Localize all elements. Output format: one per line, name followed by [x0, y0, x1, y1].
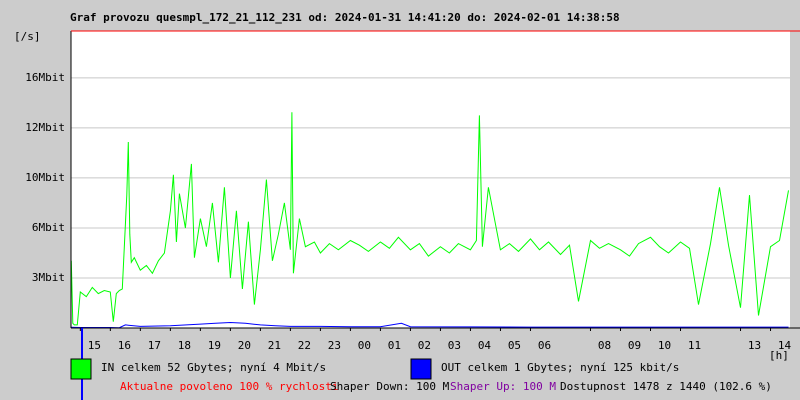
- footer-text: Dostupnost 1478 z 1440 (102.6 %): [560, 380, 772, 393]
- y-tick-label: 16Mbit: [25, 71, 65, 84]
- x-tick-label: 01: [388, 339, 401, 352]
- legend-label: IN celkem 52 Gbytes; nyní 4 Mbit/s: [101, 361, 326, 374]
- x-tick-label: 13: [748, 339, 761, 352]
- x-tick-label: 11: [688, 339, 701, 352]
- footer-text: Aktualne povoleno 100 % rychlosti: [120, 380, 339, 393]
- x-tick-label: 02: [418, 339, 431, 352]
- y-tick-label: 3Mbit: [32, 271, 65, 284]
- x-tick-label: 06: [538, 339, 551, 352]
- x-tick-label: 16: [118, 339, 131, 352]
- legend-swatch: [410, 358, 432, 380]
- data-line: [71, 321, 789, 329]
- legend-label: OUT celkem 1 Gbytes; nyní 125 kbit/s: [441, 361, 679, 374]
- chart-title: Graf provozu quesmpl_172_21_112_231 od: …: [70, 11, 620, 24]
- x-tick-label: 21: [268, 339, 281, 352]
- x-tick-label: 19: [208, 339, 221, 352]
- x-tick-label: 08: [598, 339, 611, 352]
- x-tick-label: 18: [178, 339, 191, 352]
- x-tick-label: 04: [478, 339, 492, 352]
- x-tick-label: 14: [778, 339, 792, 352]
- x-tick-label: 22: [298, 339, 311, 352]
- plot-area: [71, 31, 790, 328]
- x-tick-label: 20: [238, 339, 251, 352]
- x-tick-label: 09: [628, 339, 641, 352]
- x-tick-label: 10: [658, 339, 671, 352]
- data-line: [70, 112, 789, 326]
- y-tick-label: 12Mbit: [25, 121, 65, 134]
- footer-text: Shaper Down: 100 M: [330, 380, 450, 393]
- y-tick-label: 6Mbit: [32, 221, 65, 234]
- x-tick-label: 05: [508, 339, 521, 352]
- x-tick-label: 17: [148, 339, 161, 352]
- x-tick-label: 00: [358, 339, 371, 352]
- x-tick-label: 03: [448, 339, 461, 352]
- footer-text: Shaper Up: 100 M: [450, 380, 556, 393]
- x-tick-label: 15: [88, 339, 101, 352]
- y-axis-label: [/s]: [14, 30, 41, 43]
- x-tick-label: 23: [328, 339, 341, 352]
- x-axis-label: [h]: [769, 349, 789, 362]
- legend-swatch: [70, 358, 92, 380]
- y-tick-label: 10Mbit: [25, 171, 65, 184]
